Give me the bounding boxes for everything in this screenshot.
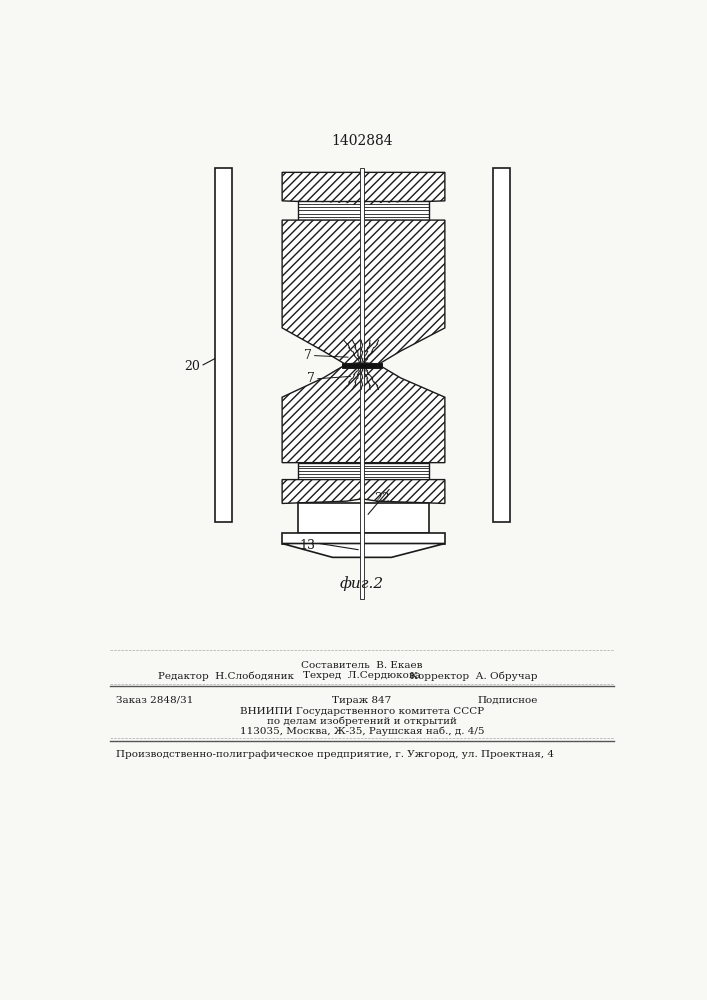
- Text: Техред  Л.Сердюкова: Техред Л.Сердюкова: [303, 671, 421, 680]
- Text: Заказ 2848/31: Заказ 2848/31: [115, 696, 193, 705]
- Text: ВНИИПИ Государственного комитета СССР: ВНИИПИ Государственного комитета СССР: [240, 707, 484, 716]
- Text: 20: 20: [184, 360, 200, 373]
- Text: Составитель  В. Екаев: Составитель В. Екаев: [301, 661, 423, 670]
- Text: 1402884: 1402884: [331, 134, 393, 148]
- Bar: [377, 363, 382, 368]
- Bar: [298, 503, 429, 533]
- Text: 113035, Москва, Ж-35, Раушская наб., д. 4/5: 113035, Москва, Ж-35, Раушская наб., д. …: [240, 727, 484, 736]
- Bar: [493, 168, 510, 522]
- Bar: [298, 463, 429, 480]
- Text: 13: 13: [300, 539, 315, 552]
- Bar: [341, 363, 347, 368]
- Text: фиг.2: фиг.2: [340, 576, 384, 591]
- Text: Подписное: Подписное: [477, 696, 538, 705]
- Polygon shape: [282, 480, 445, 503]
- Polygon shape: [282, 544, 445, 557]
- Polygon shape: [282, 363, 445, 463]
- Text: 22: 22: [374, 492, 390, 505]
- Text: 7: 7: [307, 372, 315, 385]
- Text: по делам изобретений и открытий: по делам изобретений и открытий: [267, 717, 457, 726]
- Bar: [282, 533, 445, 544]
- Text: 7: 7: [304, 349, 312, 362]
- Text: Корректор  А. Обручар: Корректор А. Обручар: [410, 671, 538, 681]
- Text: Тираж 847: Тираж 847: [332, 696, 392, 705]
- Text: Редактор  Н.Слободяник: Редактор Н.Слободяник: [158, 671, 294, 681]
- Polygon shape: [282, 220, 445, 366]
- Text: Производственно-полиграфическое предприятие, г. Ужгород, ул. Проектная, 4: Производственно-полиграфическое предприя…: [115, 750, 554, 759]
- Bar: [298, 201, 429, 220]
- Bar: [215, 168, 232, 522]
- Bar: [347, 363, 377, 368]
- Bar: [360, 168, 364, 599]
- Polygon shape: [282, 172, 445, 206]
